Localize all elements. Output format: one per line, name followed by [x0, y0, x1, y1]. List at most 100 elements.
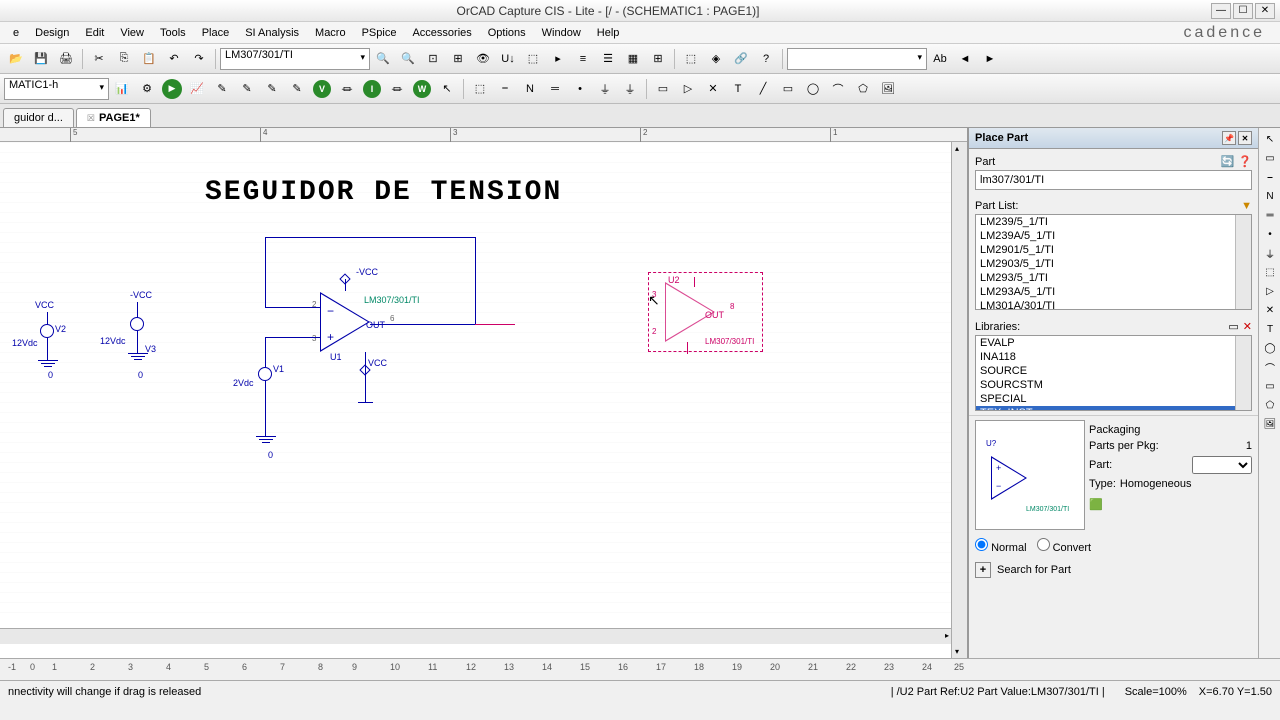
print-icon[interactable]: 🖨 — [54, 47, 78, 71]
vtool-icon[interactable]: ▷ — [1261, 282, 1279, 300]
drc-icon[interactable]: ▸ — [546, 47, 570, 71]
list-item[interactable]: EVALP — [976, 336, 1251, 350]
menu-view[interactable]: View — [112, 25, 152, 41]
filter-icon[interactable]: ▼ — [1241, 200, 1252, 212]
list-item[interactable]: SOURCE — [976, 364, 1251, 378]
refresh-icon[interactable]: 🔄 — [1221, 155, 1235, 168]
bom-icon[interactable]: ☰ — [596, 47, 620, 71]
list-item[interactable]: INA118 — [976, 350, 1251, 364]
vtool-icon[interactable]: ⬠ — [1261, 396, 1279, 414]
expand-search-button[interactable]: + — [975, 562, 991, 578]
place-junction-icon[interactable]: • — [568, 77, 592, 101]
zoom-area-icon[interactable]: ⊡ — [421, 47, 445, 71]
vtool-icon[interactable]: 🖼 — [1261, 415, 1279, 433]
list-item[interactable]: LM2903/5_1/TI — [976, 257, 1251, 271]
menu-si-analysis[interactable]: SI Analysis — [237, 25, 307, 41]
list-item[interactable]: LM293A/5_1/TI — [976, 285, 1251, 299]
vtool-icon[interactable]: ⬚ — [1261, 263, 1279, 281]
vtool-icon[interactable]: ▭ — [1261, 377, 1279, 395]
run-button[interactable]: ▶ — [160, 77, 184, 101]
list-item[interactable]: LM239A/5_1/TI — [976, 229, 1251, 243]
list-item[interactable]: TEX_INST — [976, 406, 1251, 411]
save-icon[interactable]: 💾 — [29, 47, 53, 71]
list-item[interactable]: LM239/5_1/TI — [976, 215, 1251, 229]
lib-scrollbar[interactable] — [1235, 336, 1251, 410]
edit-sim-icon[interactable]: ⚙ — [135, 77, 159, 101]
pcb-icon[interactable]: 🟩 — [1089, 499, 1103, 511]
part-listbox[interactable]: LM239/5_1/TI LM239A/5_1/TI LM2901/5_1/TI… — [975, 214, 1252, 310]
place-pic-icon[interactable]: 🖼 — [876, 77, 900, 101]
vtool-icon[interactable]: ═ — [1261, 206, 1279, 224]
place-text-icon[interactable]: T — [726, 77, 750, 101]
library-listbox[interactable]: EVALP INA118 SOURCE SOURCSTM SPECIAL TEX… — [975, 335, 1252, 411]
cursor-icon[interactable]: ↖ — [435, 77, 459, 101]
close-button[interactable]: ✕ — [1255, 3, 1275, 19]
redo-icon[interactable]: ↷ — [187, 47, 211, 71]
place-rect-icon[interactable]: ▭ — [776, 77, 800, 101]
add-lib-icon[interactable]: ▭ — [1228, 320, 1238, 333]
part-input[interactable] — [975, 170, 1252, 190]
netlist-icon[interactable]: ≡ — [571, 47, 595, 71]
part-mgr-icon[interactable]: ▦ — [621, 47, 645, 71]
panel-close-icon[interactable]: ✕ — [1238, 131, 1252, 145]
grid-icon[interactable]: ⊞ — [646, 47, 670, 71]
normal-radio[interactable]: Normal — [975, 538, 1027, 554]
copy-icon[interactable]: ⎘ — [112, 47, 136, 71]
pin-icon[interactable]: 📌 — [1222, 131, 1236, 145]
minimize-button[interactable]: — — [1211, 3, 1231, 19]
list-item[interactable]: LM293/5_1/TI — [976, 271, 1251, 285]
undo-icon[interactable]: ↶ — [162, 47, 186, 71]
u-icon[interactable]: U↓ — [496, 47, 520, 71]
place-part-icon[interactable]: ⬚ — [468, 77, 492, 101]
find-icon[interactable]: Ab — [928, 47, 952, 71]
tab-close-icon[interactable]: ☒ — [87, 113, 95, 124]
menu-window[interactable]: Window — [534, 25, 589, 41]
list-scrollbar[interactable] — [1235, 215, 1251, 309]
iv-icon[interactable]: ⏛ — [335, 77, 359, 101]
link-icon[interactable]: 🔗 — [729, 47, 753, 71]
vtool-icon[interactable]: ⎯ — [1261, 168, 1279, 186]
marker-i-icon[interactable]: ✎ — [235, 77, 259, 101]
select-icon[interactable]: ↖ — [1261, 130, 1279, 148]
cut-icon[interactable]: ✂ — [87, 47, 111, 71]
paste-icon[interactable]: 📋 — [137, 47, 161, 71]
w-button[interactable]: W — [410, 77, 434, 101]
place-poly-icon[interactable]: ⬠ — [851, 77, 875, 101]
marker-v-icon[interactable]: ✎ — [210, 77, 234, 101]
place-noconn-icon[interactable]: ✕ — [701, 77, 725, 101]
prev-icon[interactable]: ◄ — [953, 47, 977, 71]
schematic-canvas[interactable]: SEGUIDOR DE TENSION VCC V2 12Vdc 0 -VCC … — [0, 142, 967, 622]
vtool-icon[interactable]: ✕ — [1261, 301, 1279, 319]
menu-pspice[interactable]: PSpice — [354, 25, 405, 41]
place-gnd-icon[interactable]: ⏚ — [618, 77, 642, 101]
menu-options[interactable]: Options — [480, 25, 534, 41]
vtool-icon[interactable]: ⌒ — [1261, 358, 1279, 376]
menu-file[interactable]: e — [5, 25, 27, 41]
results-icon[interactable]: 📈 — [185, 77, 209, 101]
menu-help[interactable]: Help — [589, 25, 628, 41]
snap-icon[interactable]: ⬚ — [679, 47, 703, 71]
annotate-icon[interactable]: ⬚ — [521, 47, 545, 71]
place-bus-icon[interactable]: ═ — [543, 77, 567, 101]
menu-design[interactable]: Design — [27, 25, 77, 41]
project-combo[interactable]: MATIC1-h — [4, 78, 109, 100]
place-port-icon[interactable]: ▭ — [651, 77, 675, 101]
horizontal-scrollbar[interactable]: ▸ — [0, 628, 951, 644]
v1-source[interactable] — [258, 367, 272, 381]
v3-source[interactable] — [130, 317, 144, 331]
zoom-out-icon[interactable]: 🔍 — [396, 47, 420, 71]
sim-profile-icon[interactable]: 📊 — [110, 77, 134, 101]
vtool-icon[interactable]: ⏚ — [1261, 244, 1279, 262]
ii-icon[interactable]: ⏛ — [385, 77, 409, 101]
marker-db-icon[interactable]: ✎ — [285, 77, 309, 101]
maximize-button[interactable]: ☐ — [1233, 3, 1253, 19]
capture-icon[interactable]: ◈ — [704, 47, 728, 71]
vtool-icon[interactable]: N — [1261, 187, 1279, 205]
tab-project[interactable]: guidor d... — [3, 108, 74, 127]
menu-macro[interactable]: Macro — [307, 25, 354, 41]
zoom-fit-icon[interactable]: ⊞ — [446, 47, 470, 71]
help-icon[interactable]: ? — [754, 47, 778, 71]
place-power-icon[interactable]: ⏚ — [593, 77, 617, 101]
place-wire-icon[interactable]: ⎯ — [493, 77, 517, 101]
menu-accessories[interactable]: Accessories — [404, 25, 479, 41]
